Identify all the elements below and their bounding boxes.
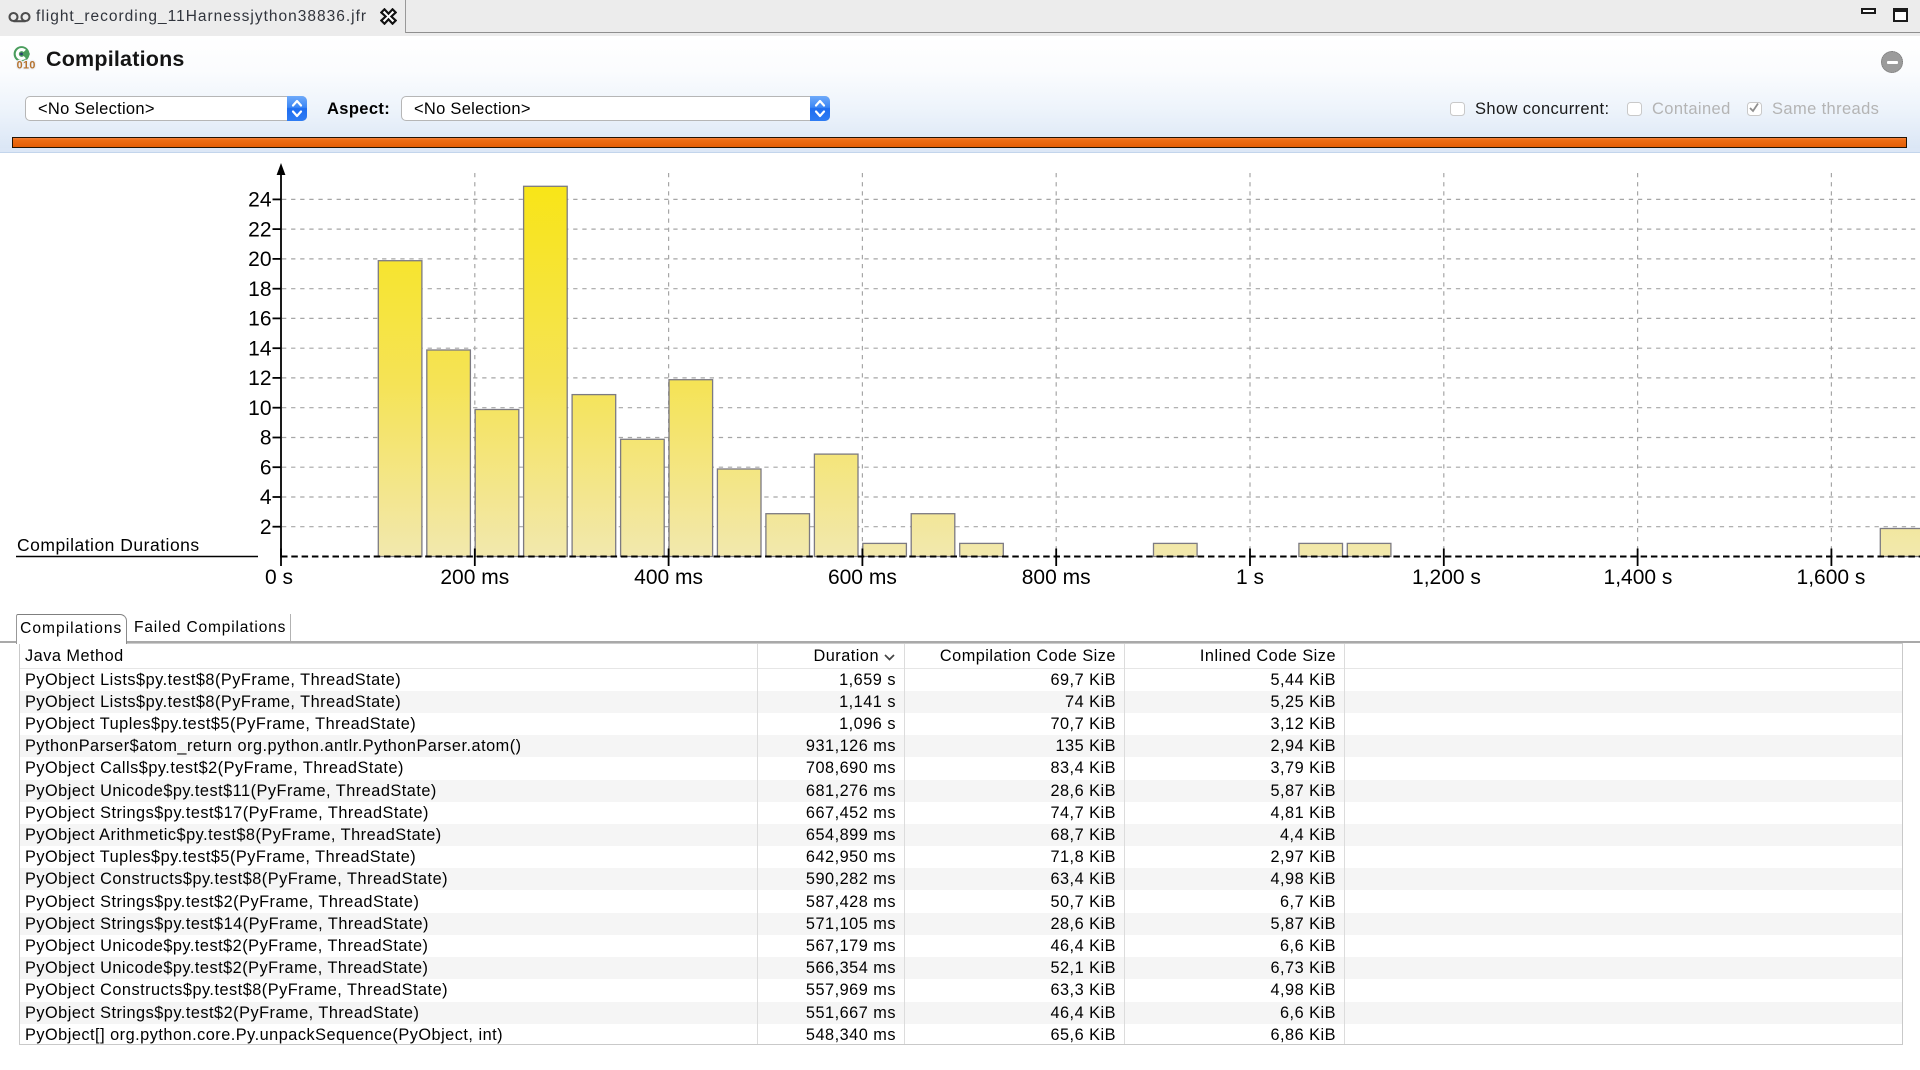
svg-text:010: 010 (17, 59, 36, 71)
svg-text:8: 8 (260, 427, 272, 450)
svg-text:12: 12 (248, 367, 271, 390)
svg-text:200 ms: 200 ms (440, 566, 509, 589)
svg-text:24: 24 (248, 189, 272, 212)
svg-text:800 ms: 800 ms (1022, 566, 1091, 589)
svg-text:1 s: 1 s (1236, 566, 1264, 589)
svg-text:2: 2 (260, 516, 272, 539)
svg-text:0 s: 0 s (265, 566, 293, 589)
svg-text:Compilation Durations: Compilation Durations (17, 535, 200, 555)
svg-text:6: 6 (260, 456, 272, 479)
svg-text:1,200 s: 1,200 s (1412, 566, 1481, 589)
svg-text:20: 20 (248, 248, 271, 271)
svg-text:10: 10 (248, 397, 271, 420)
svg-text:14: 14 (248, 337, 272, 360)
svg-text:22: 22 (248, 218, 271, 241)
svg-text:18: 18 (248, 278, 271, 301)
svg-text:1,400 s: 1,400 s (1604, 566, 1673, 589)
svg-text:600 ms: 600 ms (828, 566, 897, 589)
svg-text:1,600 s: 1,600 s (1797, 566, 1866, 589)
svg-text:400 ms: 400 ms (634, 566, 703, 589)
svg-text:16: 16 (248, 308, 271, 331)
svg-text:4: 4 (260, 486, 272, 509)
